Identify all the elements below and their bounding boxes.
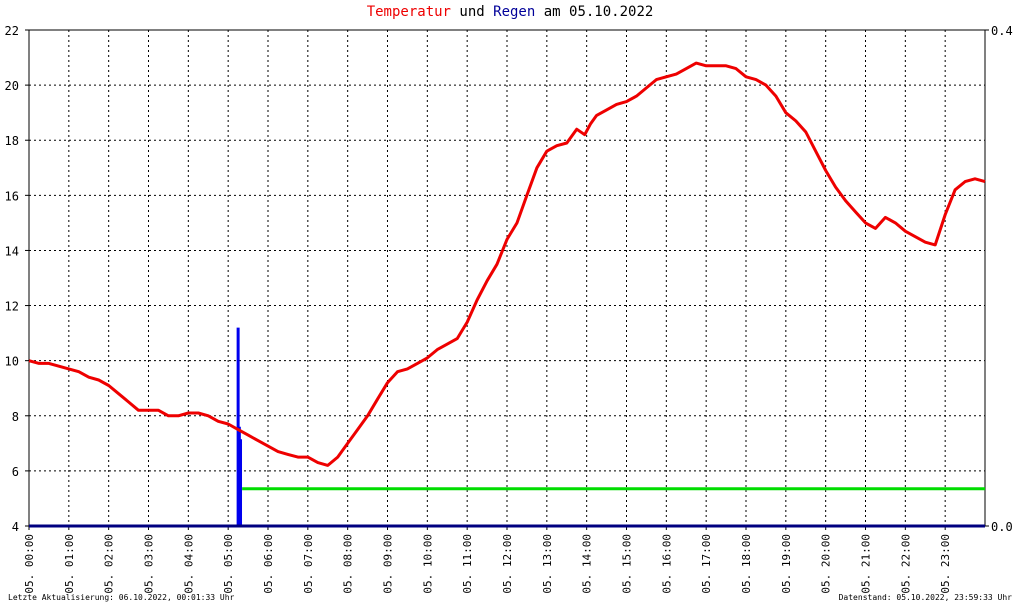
y-right-tick-label: 0.0 [991, 520, 1013, 534]
x-tick-label: 05. 01:00 [63, 534, 76, 594]
x-tick-label: 05. 15:00 [621, 534, 634, 594]
y-left-tick-label: 16 [5, 189, 19, 203]
title-date: am 05.10.2022 [535, 4, 654, 20]
x-tick-label: 05. 08:00 [342, 534, 355, 594]
x-tick-label: 05. 12:00 [501, 534, 514, 594]
y-left-tick-label: 20 [5, 79, 19, 93]
x-tick-label: 05. 16:00 [660, 534, 673, 594]
temperature-line [28, 61, 986, 467]
tick-labels: 4 6 8 10 12 14 16 18 20 22 0.0 0.4 05. 00:00 05. 01:0… [5, 24, 1013, 594]
y-left-tick-label: 18 [5, 134, 19, 148]
y-right-tick-label: 0.4 [991, 24, 1013, 38]
y-left-tick-label: 6 [12, 465, 19, 479]
y-left-tick-label: 4 [12, 520, 19, 534]
x-tick-label: 05. 13:00 [541, 534, 554, 594]
x-tick-label: 05. 09:00 [382, 534, 395, 594]
x-tick-label: 05. 05:00 [222, 534, 235, 594]
y-left-tick-label: 12 [5, 300, 19, 314]
title-rain: Regen [493, 4, 536, 20]
chart-title: Temperatur und Regen am 05.10.2022 [0, 4, 1020, 20]
x-tick-label: 05. 18:00 [740, 534, 753, 594]
x-tick-label: 05. 20:00 [820, 534, 833, 594]
last-update-text: Letzte Aktualisierung: 06.10.2022, 00:01… [8, 593, 235, 602]
y-left-tick-label: 8 [12, 410, 19, 424]
y-left-tick-label: 10 [5, 355, 19, 369]
x-tick-label: 05. 03:00 [143, 534, 156, 594]
y-left-tick-label: 22 [5, 24, 19, 38]
x-tick-label: 05. 21:00 [860, 534, 873, 594]
x-tick-label: 05. 00:00 [23, 534, 36, 594]
x-tick-label: 05. 19:00 [780, 534, 793, 594]
x-tick-label: 05. 04:00 [182, 534, 195, 594]
title-temperature: Temperatur [366, 4, 451, 20]
series [28, 61, 986, 528]
x-tick-label: 05. 14:00 [581, 534, 594, 594]
x-tick-label: 05. 17:00 [700, 534, 713, 594]
grid [29, 30, 985, 526]
x-tick-label: 05. 11:00 [461, 534, 474, 594]
y-left-tick-label: 14 [5, 244, 19, 258]
x-tick-label: 05. 22:00 [899, 534, 912, 594]
x-tick-label: 05. 23:00 [939, 534, 952, 594]
x-tick-label: 05. 07:00 [302, 534, 315, 594]
x-tick-label: 05. 10:00 [421, 534, 434, 594]
data-status-text: Datenstand: 05.10.2022, 23:59:33 Uhr [838, 593, 1012, 602]
title-and: und [450, 4, 494, 20]
x-tick-label: 05. 02:00 [103, 534, 116, 594]
x-tick-label: 05. 06:00 [262, 534, 275, 594]
